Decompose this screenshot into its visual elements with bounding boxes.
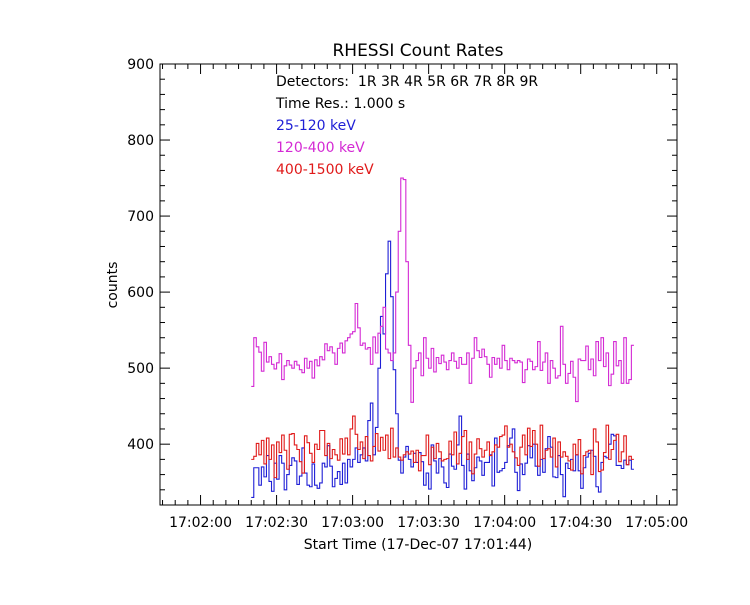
x-tick-label: 17:02:00 [169,515,232,531]
y-tick-label: 500 [127,361,154,377]
x-axis: 17:02:00 17:02:30 17:03:00 17:03:30 17:04:00… [162,64,688,531]
x-tick-label: 17:03:00 [321,515,384,531]
x-axis-label: Start Time (17-Dec-07 17:01:44) [304,537,532,553]
x-tick-label: 17:04:00 [473,515,536,531]
y-tick-label: 900 [127,57,154,73]
x-tick-label: 17:05:00 [625,515,688,531]
time-res-annotation: Time Res.: 1.000 s [275,96,405,112]
x-tick-label: 17:04:30 [549,515,612,531]
y-tick-label: 700 [127,209,154,225]
y-tick-label: 400 [127,437,154,453]
y-axis-label: counts [105,262,121,309]
x-tick-label: 17:03:30 [397,515,460,531]
series-line-25-120-kev [251,240,634,498]
detectors-annotation: Detectors: 1R 3R 4R 5R 6R 7R 8R 9R [276,74,538,90]
series-line-400-1500-kev [251,415,634,479]
legend-entry-400-1500: 400-1500 keV [276,162,374,178]
x-tick-label: 17:02:30 [245,515,308,531]
series-line-120-400-kev [251,177,634,403]
legend: Detectors: 1R 3R 4R 5R 6R 7R 8R 9R Time … [275,74,538,178]
plot-area-frame [159,63,678,506]
legend-entry-120-400: 120-400 keV [276,140,365,156]
y-axis: 400 500 600 700 800 900 [127,57,677,506]
legend-entry-25-120: 25-120 keV [276,118,356,134]
chart-title: RHESSI Count Rates [332,41,503,61]
y-tick-label: 800 [127,133,154,149]
series-layer [251,177,634,498]
y-tick-label: 600 [127,285,154,301]
